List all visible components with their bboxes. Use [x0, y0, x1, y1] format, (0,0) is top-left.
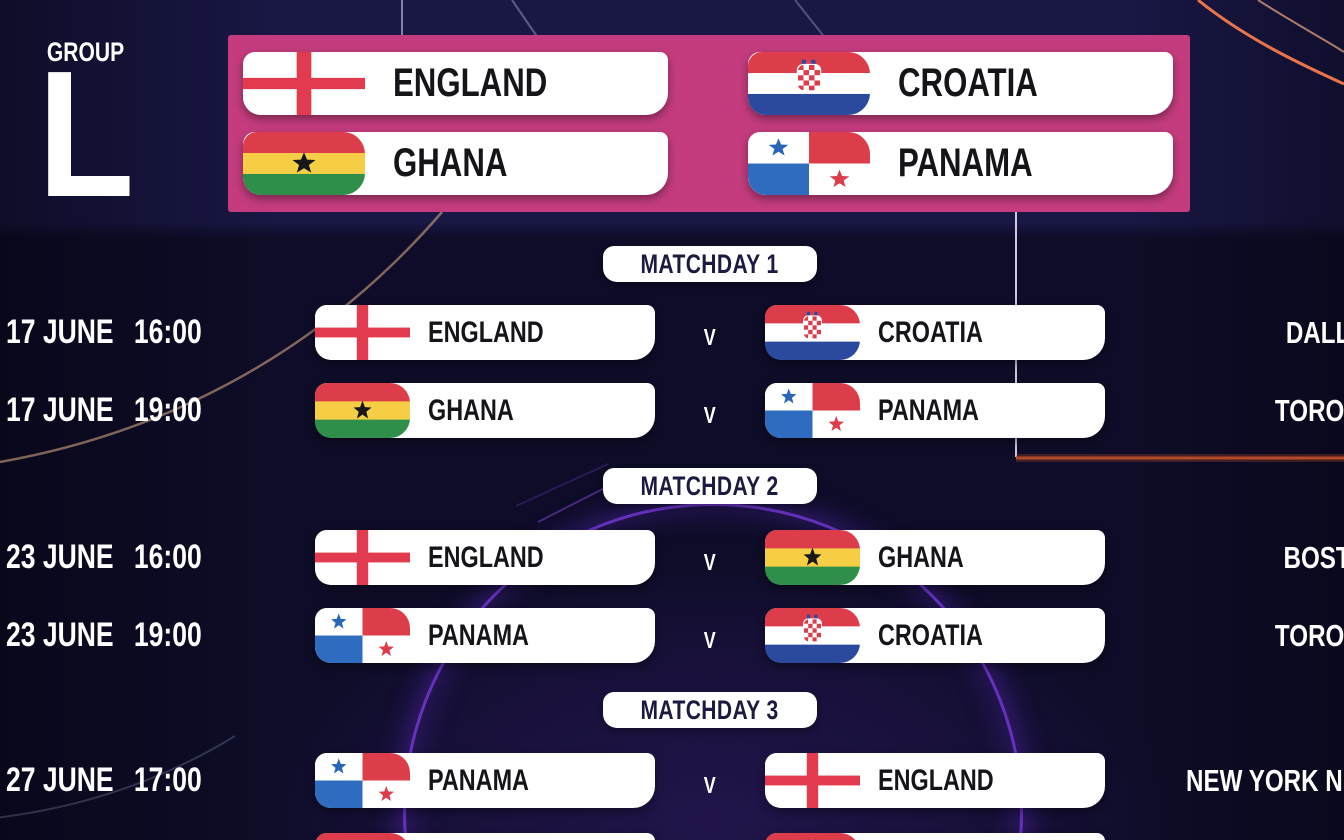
match-venue: BOSTON — [1283, 539, 1344, 575]
team-plate: GHANA — [243, 132, 668, 195]
match-time: 16:00 — [133, 313, 202, 351]
team-plate: PANAMA — [315, 608, 655, 663]
team-name: PANAMA — [428, 763, 529, 797]
group-teams-panel: ENGLAND GHANA CROATIA PANAMA — [228, 35, 1190, 212]
match-date: 27 JUNE — [6, 761, 114, 799]
england-flag-icon — [315, 305, 410, 360]
team-plate: PANAMA — [748, 132, 1173, 195]
team-plate: ENGLAND — [765, 753, 1105, 808]
team-plate: PANAMA — [765, 383, 1105, 438]
team-name: GHANA — [878, 540, 964, 574]
team-name: ENGLAND — [428, 315, 544, 349]
matchday-title: MATCHDAY 3 — [640, 694, 780, 725]
match-venue: NEW YORK NEW JERSEY — [1186, 762, 1344, 798]
match-datetime: 23 JUNE 16:00 — [6, 530, 257, 585]
match-date: 23 JUNE — [6, 538, 114, 576]
team-name: ENGLAND — [878, 763, 994, 797]
team-plate: ENGLAND — [315, 305, 655, 360]
ghana-flag-icon — [765, 530, 860, 585]
team-plate: GHANA — [315, 833, 655, 840]
match-time: 19:00 — [133, 391, 202, 429]
match-time: 16:00 — [133, 538, 202, 576]
team-name: ENGLAND — [393, 61, 548, 105]
team-name: CROATIA — [898, 61, 1038, 105]
team-plate: CROATIA — [748, 52, 1173, 115]
group-letter: L — [37, 34, 135, 235]
match-datetime: 27 JUNE 17:00 — [6, 753, 257, 808]
versus-label: V — [704, 772, 716, 798]
croatia-flag-icon — [765, 608, 860, 663]
versus-label: V — [704, 627, 716, 653]
matchday-title: MATCHDAY 1 — [640, 248, 780, 279]
match-datetime: 17 JUNE 19:00 — [6, 383, 257, 438]
match-venue: DALLAS — [1285, 314, 1344, 350]
panama-flag-icon — [315, 608, 410, 663]
team-plate: CROATIA — [765, 608, 1105, 663]
team-plate: GHANA — [315, 383, 655, 438]
matchday-header: MATCHDAY 2 — [603, 468, 817, 504]
panama-flag-icon — [765, 383, 860, 438]
match-date: 23 JUNE — [6, 616, 114, 654]
england-flag-icon — [243, 52, 365, 115]
croatia-flag-icon — [765, 305, 860, 360]
match-date: 17 JUNE — [6, 313, 114, 351]
team-plate: ENGLAND — [315, 530, 655, 585]
croatia-flag-icon — [765, 833, 860, 840]
matchday-title: MATCHDAY 2 — [640, 470, 780, 501]
versus-label: V — [704, 402, 716, 428]
match-time: 19:00 — [133, 616, 202, 654]
versus-label: V — [685, 833, 735, 840]
versus-label: V — [704, 549, 716, 575]
team-plate: CROATIA — [765, 833, 1105, 840]
team-plate: CROATIA — [765, 305, 1105, 360]
team-name: PANAMA — [428, 618, 529, 652]
team-name: PANAMA — [898, 141, 1033, 185]
team-name: GHANA — [393, 141, 508, 185]
panama-flag-icon — [748, 132, 870, 195]
croatia-flag-icon — [748, 52, 870, 115]
team-plate: GHANA — [765, 530, 1105, 585]
england-flag-icon — [315, 530, 410, 585]
matchday-header: MATCHDAY 1 — [603, 246, 817, 282]
team-name: ENGLAND — [428, 540, 544, 574]
team-plate: PANAMA — [315, 753, 655, 808]
match-time: 17:00 — [133, 761, 202, 799]
england-flag-icon — [765, 753, 860, 808]
group-label: GROUP — [47, 37, 125, 67]
match-venue: TORONTO — [1274, 392, 1344, 428]
matchday-header: MATCHDAY 3 — [603, 692, 817, 728]
team-name: CROATIA — [878, 618, 983, 652]
group-heading: GROUP — [16, 37, 156, 68]
match-datetime: 17 JUNE 16:00 — [6, 305, 257, 360]
team-name: GHANA — [428, 393, 514, 427]
match-datetime: 23 JUNE 19:00 — [6, 608, 257, 663]
ghana-flag-icon — [315, 383, 410, 438]
panama-flag-icon — [315, 753, 410, 808]
team-plate: ENGLAND — [243, 52, 668, 115]
versus-label: V — [704, 324, 716, 350]
match-venue: TORONTO — [1274, 617, 1344, 653]
team-name: PANAMA — [878, 393, 979, 427]
match-date: 17 JUNE — [6, 391, 114, 429]
ghana-flag-icon — [315, 833, 410, 840]
team-name: CROATIA — [878, 315, 983, 349]
ghana-flag-icon — [243, 132, 365, 195]
